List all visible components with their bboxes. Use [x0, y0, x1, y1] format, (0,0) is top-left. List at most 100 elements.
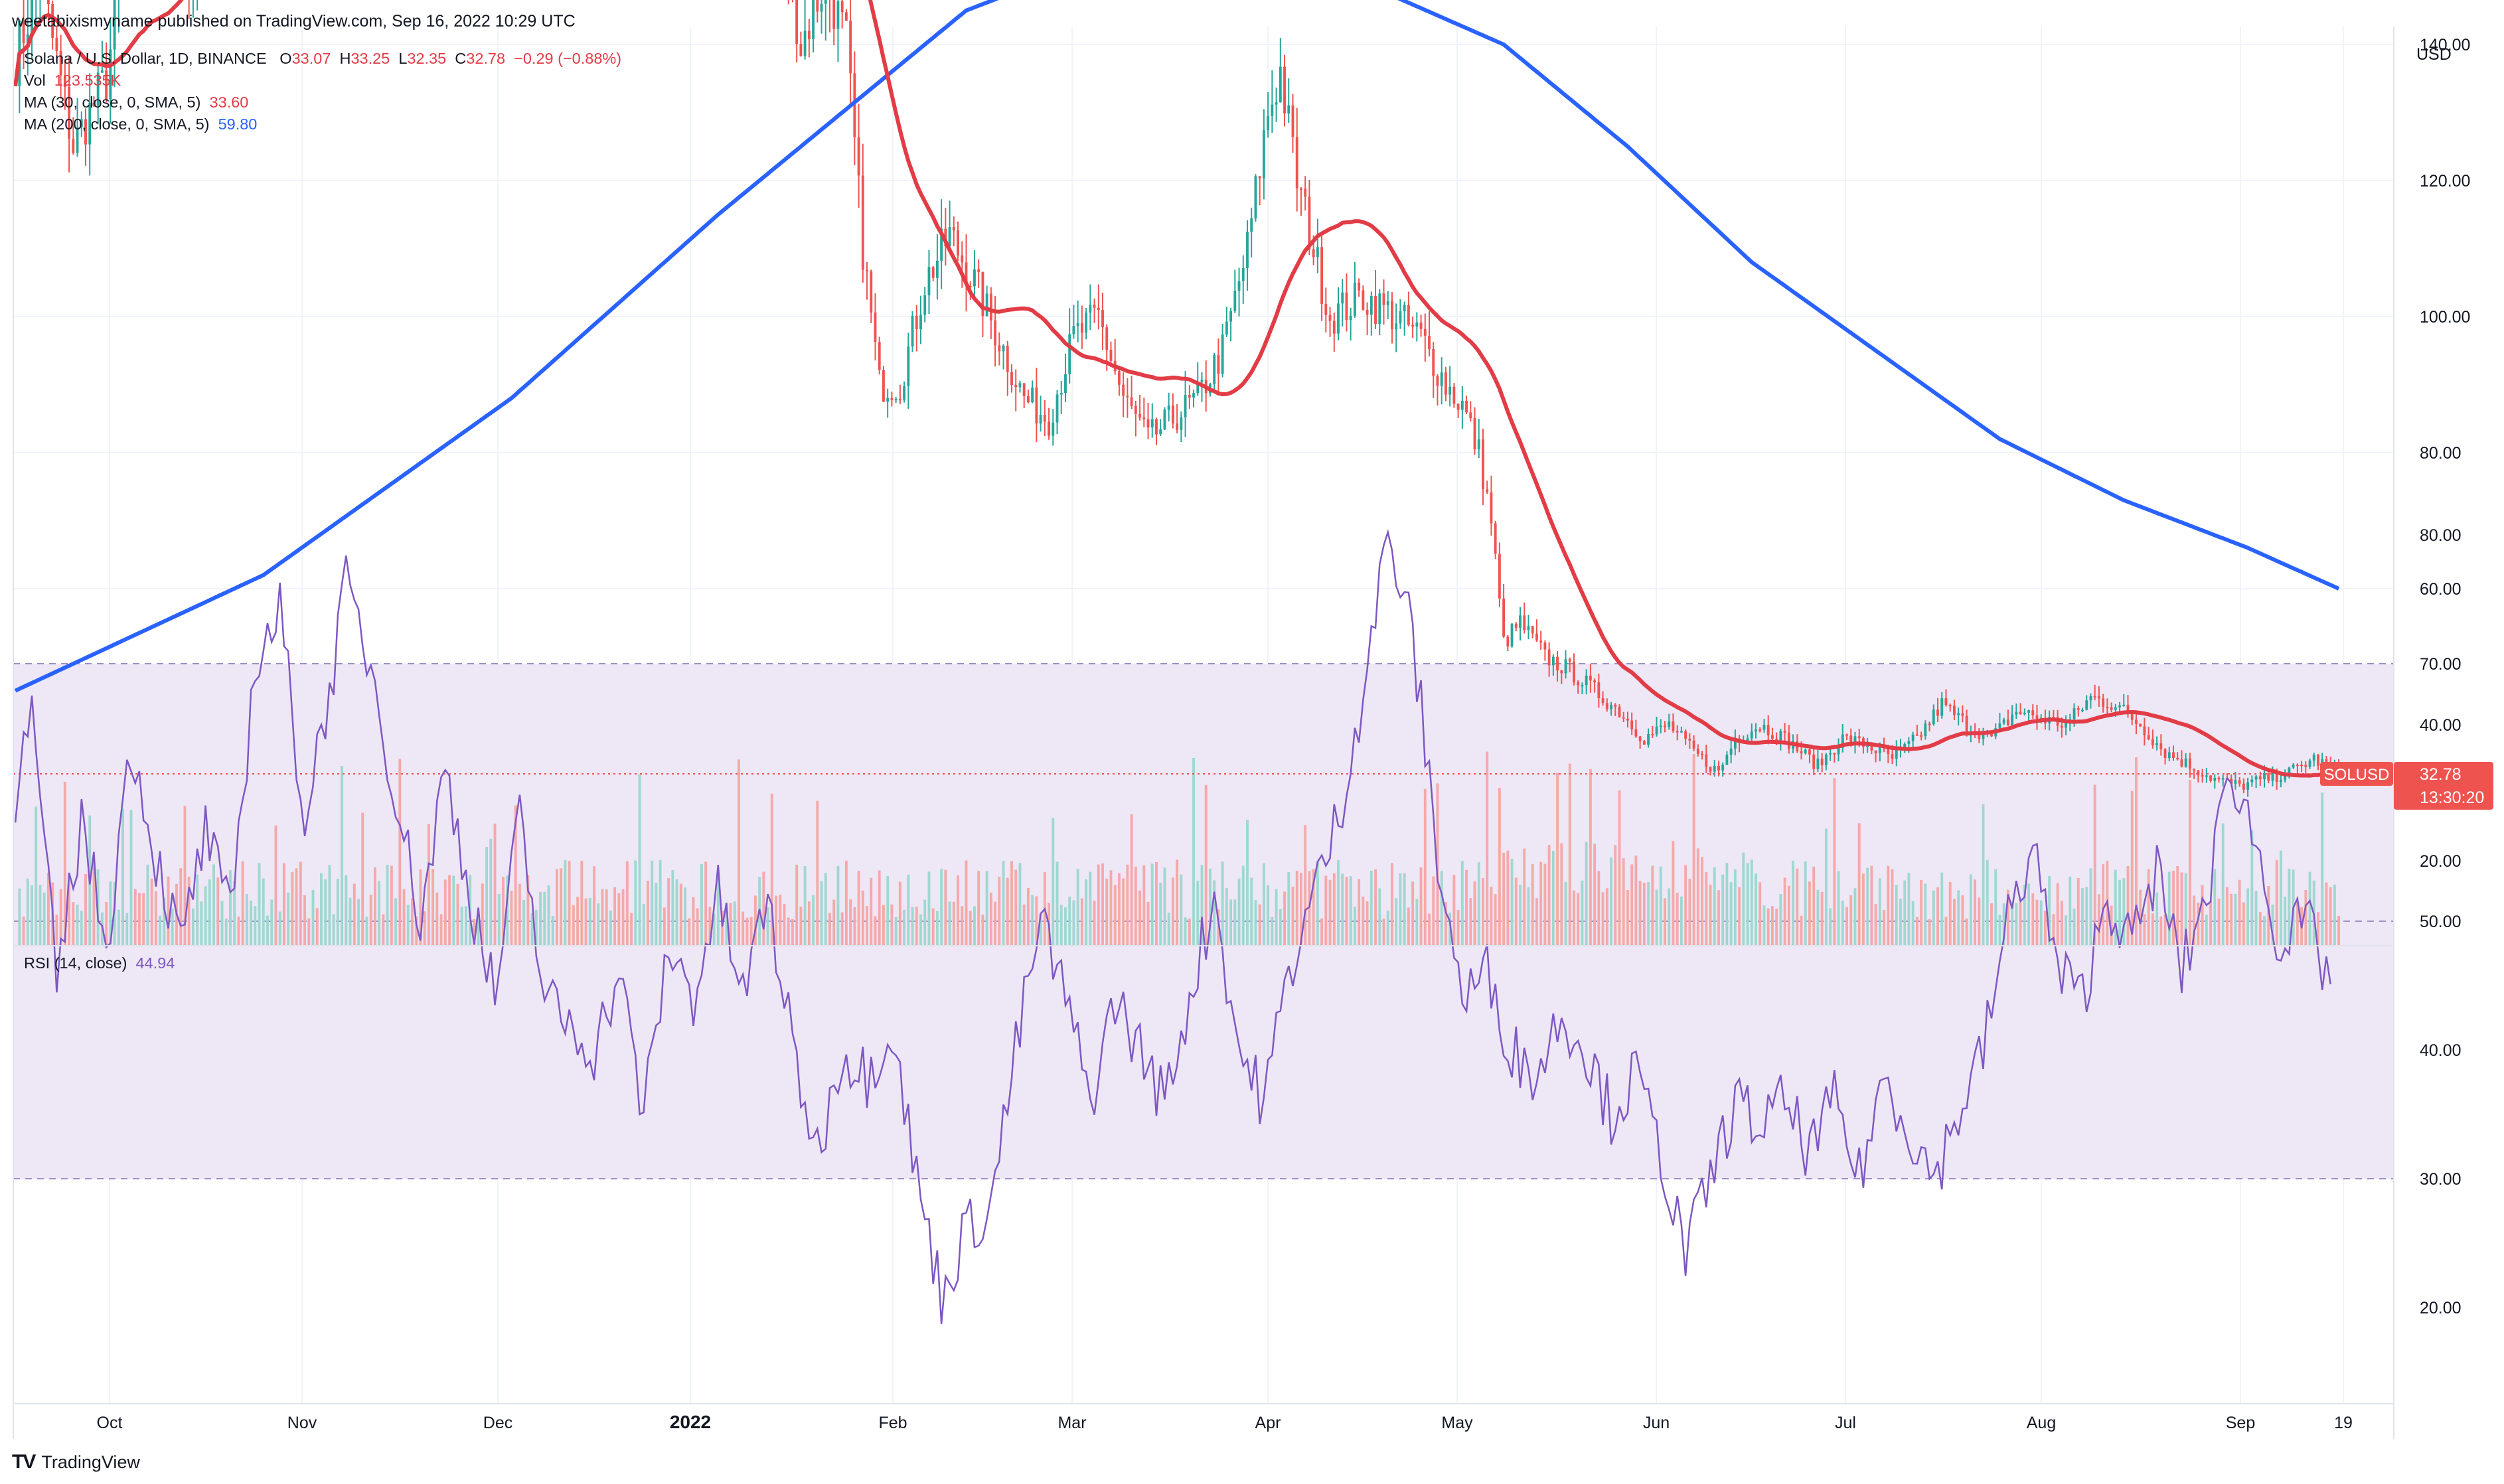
candle-body: [1035, 387, 1038, 423]
symbol-row[interactable]: Solana / U.S. Dollar, 1D, BINANCE O33.07…: [24, 48, 621, 70]
volume-bar: [2271, 904, 2274, 946]
candle-body: [1241, 267, 1245, 281]
price-tick-label: 40.00: [2420, 716, 2462, 735]
candle-body: [799, 44, 803, 56]
candle-body: [803, 31, 807, 56]
volume-bar: [1965, 919, 1968, 946]
time-tick-label: Nov: [287, 1414, 317, 1432]
candle-body: [1577, 682, 1580, 686]
volume-bar: [779, 894, 782, 946]
volume-bar: [1845, 907, 1848, 946]
volume-bar: [530, 913, 534, 946]
candle-body: [857, 137, 860, 176]
volume-bar: [270, 899, 274, 946]
volume-bar: [931, 908, 935, 946]
open-label: O: [279, 50, 292, 67]
volume-bar: [159, 915, 162, 946]
brand-name: TradingView: [41, 1451, 140, 1472]
candle-body: [2126, 704, 2130, 712]
volume-bar: [1477, 862, 1480, 946]
candle-body: [957, 230, 959, 256]
candle-body: [1056, 394, 1059, 423]
volume-bar: [448, 875, 451, 946]
candle-body: [1369, 295, 1373, 315]
volume-bar: [952, 901, 955, 946]
volume-bar: [828, 913, 831, 946]
time-tick-label: Jul: [1835, 1414, 1856, 1432]
volume-bar: [1275, 889, 1278, 946]
candle-body: [1163, 409, 1166, 429]
volume-bar: [1738, 887, 1741, 946]
price-tick-label: 80.00: [2420, 444, 2462, 463]
candle-body: [1820, 759, 1824, 765]
candle-body: [1093, 305, 1096, 308]
volume-bar: [1647, 881, 1650, 946]
candle-body: [1940, 698, 1944, 716]
candle-body: [1527, 626, 1530, 631]
volume-bar: [783, 903, 786, 946]
volume-bar: [857, 871, 860, 946]
candle-body: [2089, 696, 2092, 701]
volume-bar: [1490, 886, 1493, 946]
candle-body: [1647, 734, 1650, 745]
volume-bar: [59, 889, 62, 946]
volume-bar: [708, 907, 712, 946]
volume-bar: [2325, 882, 2328, 946]
volume-bar: [2213, 869, 2217, 946]
volume-bar: [423, 911, 426, 946]
candle-body: [2139, 723, 2142, 727]
ma30-row[interactable]: MA (30, close, 0, SMA, 5) 33.60: [24, 92, 621, 113]
candle-body: [1411, 325, 1415, 327]
last-price-tag[interactable]: SOLUSD 32.78 13:30:20: [2320, 762, 2493, 810]
candle-body: [849, 21, 852, 74]
candle-body: [931, 267, 935, 278]
candle-body: [1957, 713, 1960, 715]
volume-bar: [2254, 891, 2258, 946]
volume-bar: [1820, 891, 1824, 946]
volume-bar: [1358, 879, 1361, 946]
volume-bar: [638, 774, 641, 946]
volume-bar: [1564, 881, 1567, 946]
volume-bar: [473, 919, 476, 946]
volume-row[interactable]: Vol 123.535K: [24, 70, 621, 92]
ma200-row[interactable]: MA (200, close, 0, SMA, 5) 59.80: [24, 113, 621, 135]
volume-bar: [1076, 869, 1079, 946]
volume-bar: [1345, 877, 1348, 946]
volume-bar: [1295, 870, 1298, 946]
volume-bar: [1362, 896, 1365, 946]
volume-bar: [1775, 909, 1778, 946]
volume-bar: [944, 869, 947, 946]
candle-body: [844, 12, 848, 21]
candle-body: [1581, 685, 1584, 687]
candle-body: [1275, 102, 1278, 105]
volume-bar: [663, 907, 666, 946]
candle-body: [1316, 247, 1319, 258]
candle-body: [2317, 755, 2319, 766]
candle-body: [1887, 749, 1890, 754]
symbol-tag-bg: [2320, 762, 2393, 786]
volume-bar: [320, 873, 323, 946]
volume-bar: [1304, 825, 1307, 946]
rsi-legend[interactable]: RSI (14, close) 44.94: [24, 954, 175, 972]
volume-bar: [1167, 913, 1170, 946]
candle-body: [1668, 721, 1671, 727]
volume-bar: [1709, 884, 1712, 946]
volume-bar: [807, 901, 811, 946]
volume-bar: [42, 892, 46, 946]
candle-body: [2060, 725, 2063, 728]
candle-body: [2052, 717, 2055, 719]
volume-bar: [890, 904, 894, 946]
volume-bar: [2279, 850, 2282, 946]
volume-bar: [1176, 859, 1179, 946]
candle-body: [1490, 492, 1493, 524]
volume-bar: [2118, 879, 2121, 946]
candle-body: [2011, 714, 2014, 725]
volume-bar: [1188, 919, 1191, 946]
volume-bar: [1899, 898, 1902, 946]
volume-bar: [1502, 852, 1506, 946]
rsi-line: [14, 529, 2331, 1324]
volume-bar: [1209, 868, 1212, 946]
tradingview-brand[interactable]: TV TradingView: [12, 1451, 140, 1473]
candle-body: [1692, 740, 1695, 749]
